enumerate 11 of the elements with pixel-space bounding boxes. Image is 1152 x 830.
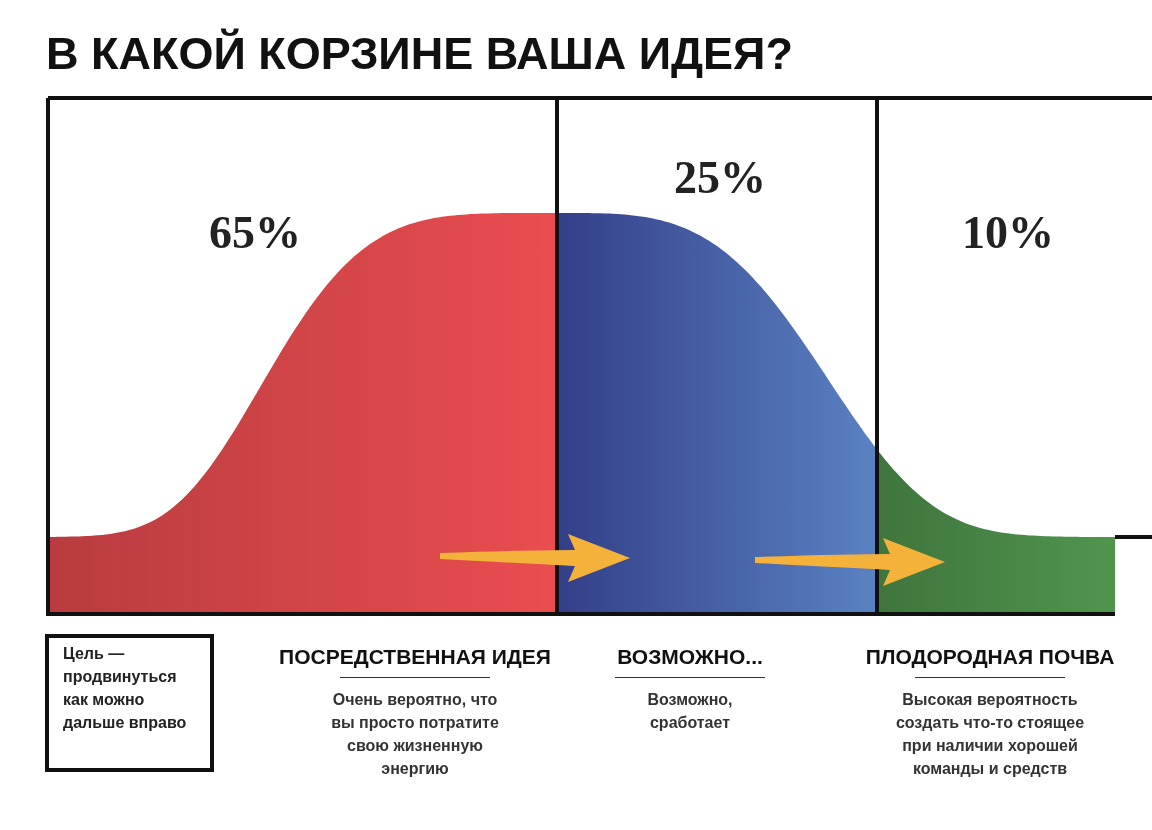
text: Возможно, сработает: [646, 690, 734, 733]
text: Очень вероятно, что вы просто потратите свою жизненную энергию: [330, 690, 500, 779]
text: Высокая вероятность создать что-то стоящее при наличии хорошей команды и средств: [894, 690, 1086, 779]
category-label: ПЛОДОРОДНАЯ ПОЧВА: [864, 645, 1116, 669]
category-label: ПОСРЕДСТВЕННАЯ ИДЕЯ: [278, 645, 552, 669]
category-label: ВОЗМОЖНО...: [616, 645, 764, 669]
text: Цель — продвинуться как можно дальше вправо: [45, 634, 214, 772]
data-label: 25%: [674, 152, 766, 204]
data-label: 65%: [209, 207, 301, 259]
text: В КАКОЙ КОРЗИНЕ ВАША ИДЕЯ?: [46, 28, 793, 80]
data-label: 10%: [962, 207, 1054, 259]
